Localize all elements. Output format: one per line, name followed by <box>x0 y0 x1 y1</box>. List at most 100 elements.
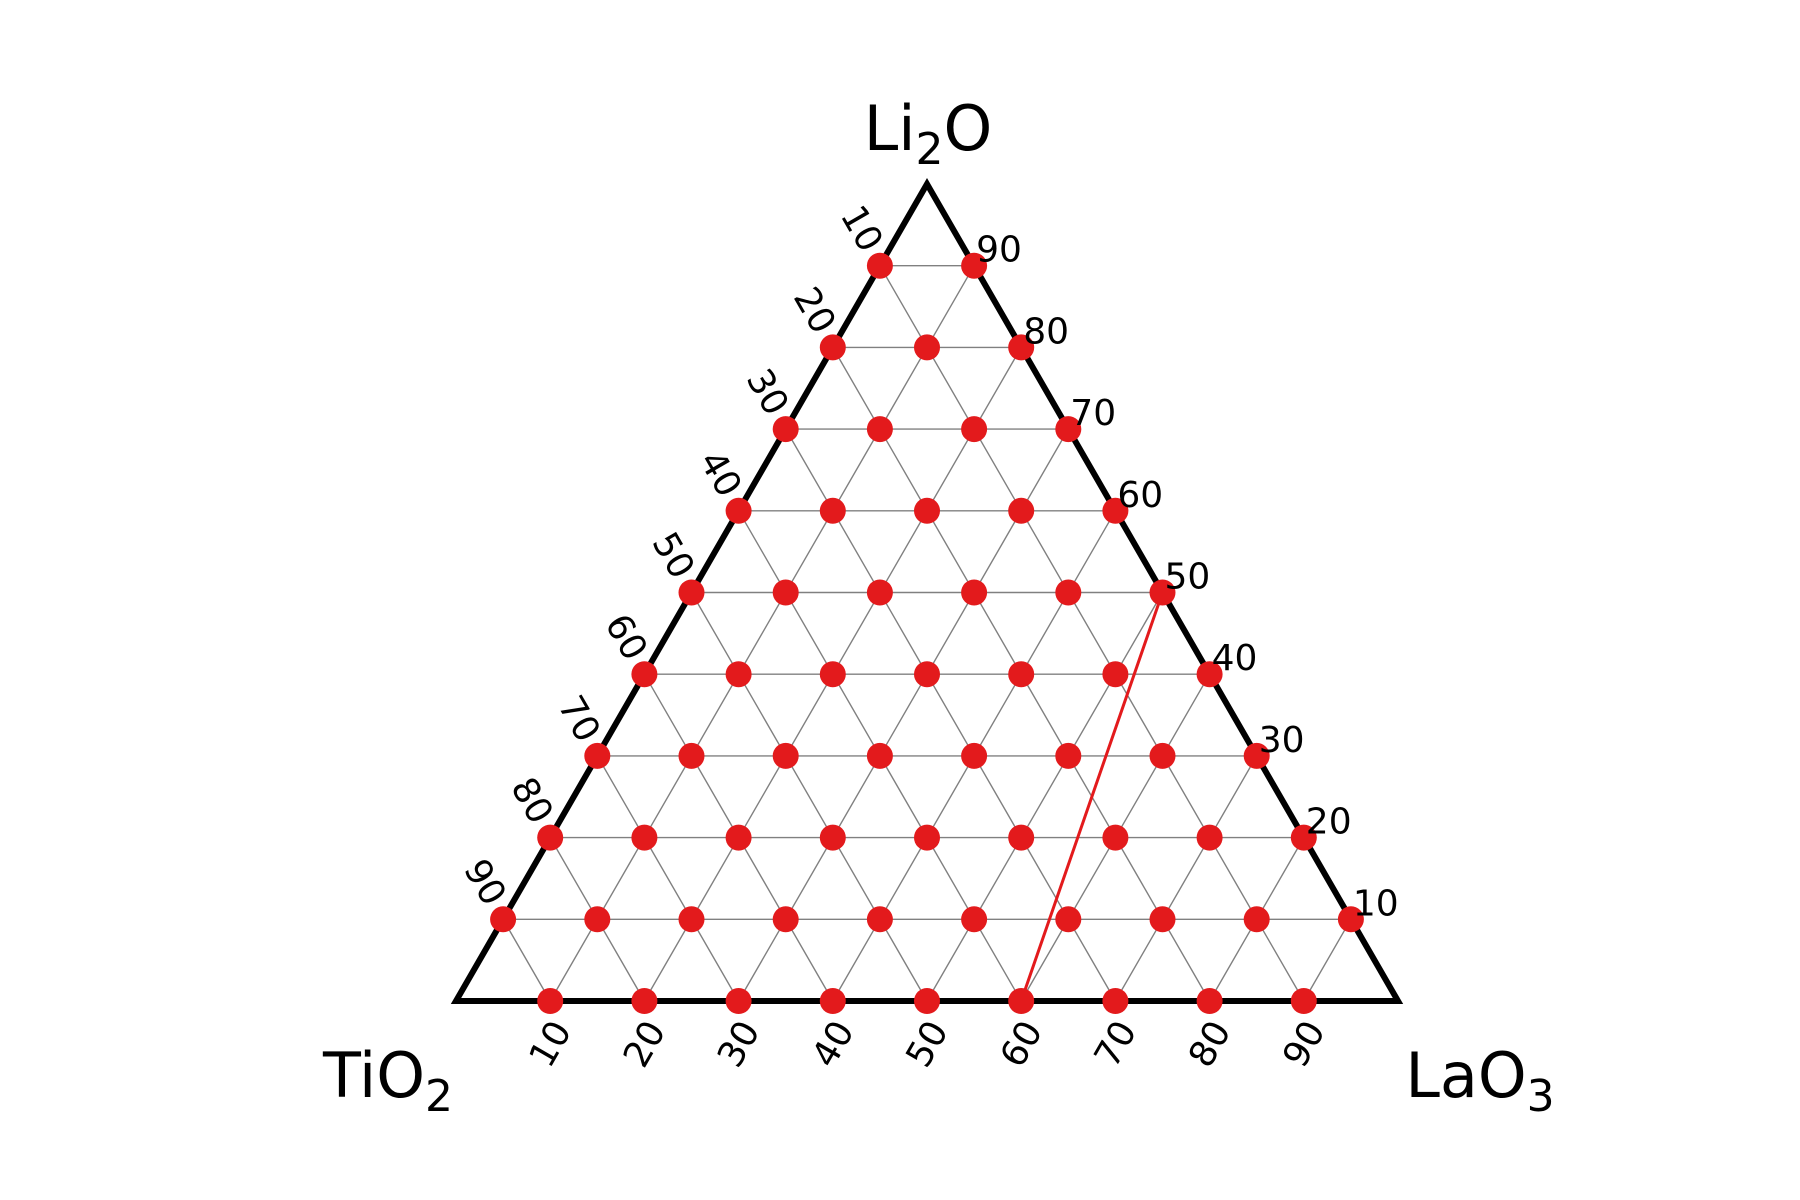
grid-line-right-const <box>737 428 1070 1002</box>
data-point <box>1055 742 1082 769</box>
data-point <box>1149 906 1176 933</box>
data-point <box>725 988 752 1014</box>
tie-line-group <box>1019 591 1164 1003</box>
data-point <box>1102 988 1129 1014</box>
data-point <box>866 906 893 933</box>
grid-line-left-const <box>879 265 1305 1002</box>
data-point <box>1196 824 1223 851</box>
tick-label-left: 50 <box>644 526 702 586</box>
data-points <box>490 252 1364 1014</box>
grid-line-left-const <box>596 755 740 1002</box>
data-point <box>914 334 940 361</box>
data-point <box>1102 497 1129 524</box>
vertex-label-right: LaO3 <box>1405 1039 1554 1122</box>
data-point <box>678 579 705 606</box>
grid-line-left-const <box>690 591 928 1002</box>
data-point <box>537 988 564 1014</box>
data-point <box>1008 824 1035 851</box>
data-point <box>866 252 893 279</box>
data-point <box>866 742 893 769</box>
tick-label-right: 70 <box>1070 393 1116 434</box>
data-point <box>819 661 846 688</box>
data-point <box>1149 742 1176 769</box>
tick-label-bottom: 70 <box>1087 1014 1145 1074</box>
grid-line-right-const <box>549 265 975 1002</box>
data-point <box>866 416 893 443</box>
data-point <box>1290 988 1317 1014</box>
tick-label-bottom: 80 <box>1181 1014 1239 1074</box>
data-point <box>914 497 940 524</box>
tick-label-right: 80 <box>1023 311 1069 352</box>
data-point <box>819 497 846 524</box>
tick-label-left: 80 <box>502 771 560 831</box>
data-point <box>1243 742 1270 769</box>
data-point <box>1196 661 1223 688</box>
tick-label-left: 60 <box>596 607 654 667</box>
data-point <box>1055 416 1082 443</box>
tick-label-bottom: 60 <box>993 1014 1051 1074</box>
tick-label-bottom: 40 <box>804 1014 862 1074</box>
vertex-label-left: TiO2 <box>322 1039 453 1122</box>
tick-label-left: 70 <box>549 689 607 749</box>
data-point <box>725 497 752 524</box>
tick-label-right: 10 <box>1353 883 1399 924</box>
data-point <box>772 742 799 769</box>
tick-label-bottom: 30 <box>710 1014 768 1074</box>
data-point <box>678 742 705 769</box>
data-point <box>772 906 799 933</box>
tick-label-bottom: 90 <box>1275 1014 1333 1074</box>
vertex-label-top: Li2O <box>864 92 993 175</box>
data-point <box>819 334 846 361</box>
data-point <box>914 661 940 688</box>
tick-label-right: 40 <box>1212 638 1258 679</box>
tick-label-right: 50 <box>1165 557 1211 598</box>
data-point <box>1196 988 1223 1014</box>
data-point <box>914 988 940 1014</box>
data-point <box>678 906 705 933</box>
data-point <box>1055 579 1082 606</box>
tick-label-left: 90 <box>455 852 513 912</box>
data-point <box>772 579 799 606</box>
data-point <box>961 579 988 606</box>
data-point <box>490 906 517 933</box>
tick-label-right: 20 <box>1306 802 1352 843</box>
data-point <box>961 416 988 443</box>
tick-label-bottom: 20 <box>616 1014 674 1074</box>
data-point <box>584 742 611 769</box>
data-point <box>1008 497 1035 524</box>
data-point <box>584 906 611 933</box>
tick-label-bottom: 50 <box>898 1014 956 1074</box>
tick-label-right: 30 <box>1259 720 1305 761</box>
data-point <box>631 824 658 851</box>
data-point <box>1008 334 1035 361</box>
data-point <box>961 252 988 279</box>
tick-label-left: 20 <box>785 281 843 341</box>
data-point <box>725 824 752 851</box>
data-point <box>819 988 846 1014</box>
data-point <box>866 579 893 606</box>
tick-label-right: 90 <box>976 230 1022 271</box>
tick-label-left: 10 <box>832 199 890 259</box>
data-point <box>819 824 846 851</box>
tie-line <box>1019 591 1164 1003</box>
tick-label-left: 30 <box>738 362 796 422</box>
data-point <box>772 416 799 443</box>
tick-label-bottom: 10 <box>522 1014 580 1074</box>
grid-line-right-const <box>926 591 1164 1002</box>
data-point <box>1008 661 1035 688</box>
data-point <box>1337 906 1364 933</box>
data-point <box>961 742 988 769</box>
data-point <box>1149 579 1176 606</box>
data-point <box>1055 906 1082 933</box>
tick-label-right: 60 <box>1117 475 1163 516</box>
data-point <box>1102 661 1129 688</box>
data-point <box>1290 824 1317 851</box>
grid-line-left-const <box>502 918 551 1002</box>
data-point <box>1008 988 1035 1014</box>
data-point <box>631 988 658 1014</box>
data-point <box>1243 906 1270 933</box>
grid-line-left-const <box>785 428 1117 1002</box>
